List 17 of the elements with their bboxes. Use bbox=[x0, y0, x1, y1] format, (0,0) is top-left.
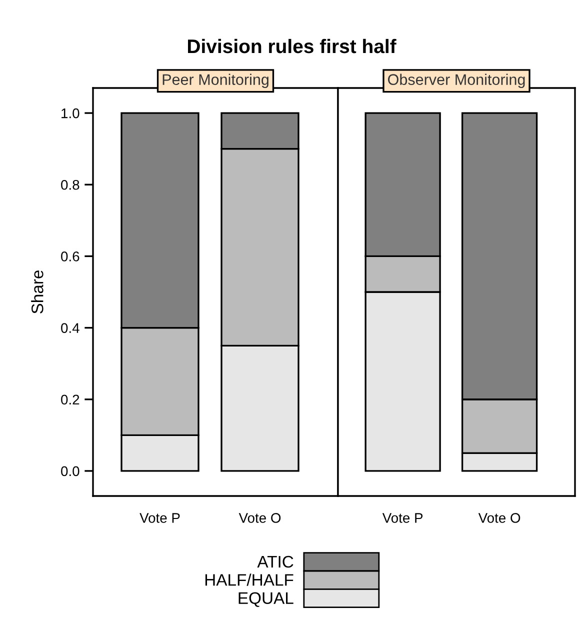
chart-subtitle: Peer Monitoring bbox=[162, 74, 268, 88]
x-tick-label: Vote O bbox=[238, 513, 281, 523]
y-tick-label: 0.0 bbox=[61, 466, 80, 476]
legend-label: EQUAL bbox=[238, 592, 294, 607]
y-tick-label: 1.0 bbox=[62, 108, 80, 118]
legend-label: HALF/HALF bbox=[205, 574, 294, 586]
chart-title: Division rules first half bbox=[188, 38, 396, 54]
x-tick-label: Vote P bbox=[382, 513, 423, 523]
y-tick-label: 0.4 bbox=[61, 323, 80, 333]
legend-label: ATIC bbox=[257, 556, 294, 568]
y-tick-label: 0.6 bbox=[61, 252, 80, 262]
y-axis-title: Share bbox=[31, 270, 44, 314]
x-tick-label: Vote P bbox=[140, 513, 180, 523]
x-tick-label: Vote O bbox=[478, 513, 520, 523]
chart-subtitle: Observer Monitoring bbox=[388, 74, 525, 88]
y-tick-label: 0.2 bbox=[61, 394, 80, 405]
y-tick-label: 0.8 bbox=[61, 180, 80, 190]
